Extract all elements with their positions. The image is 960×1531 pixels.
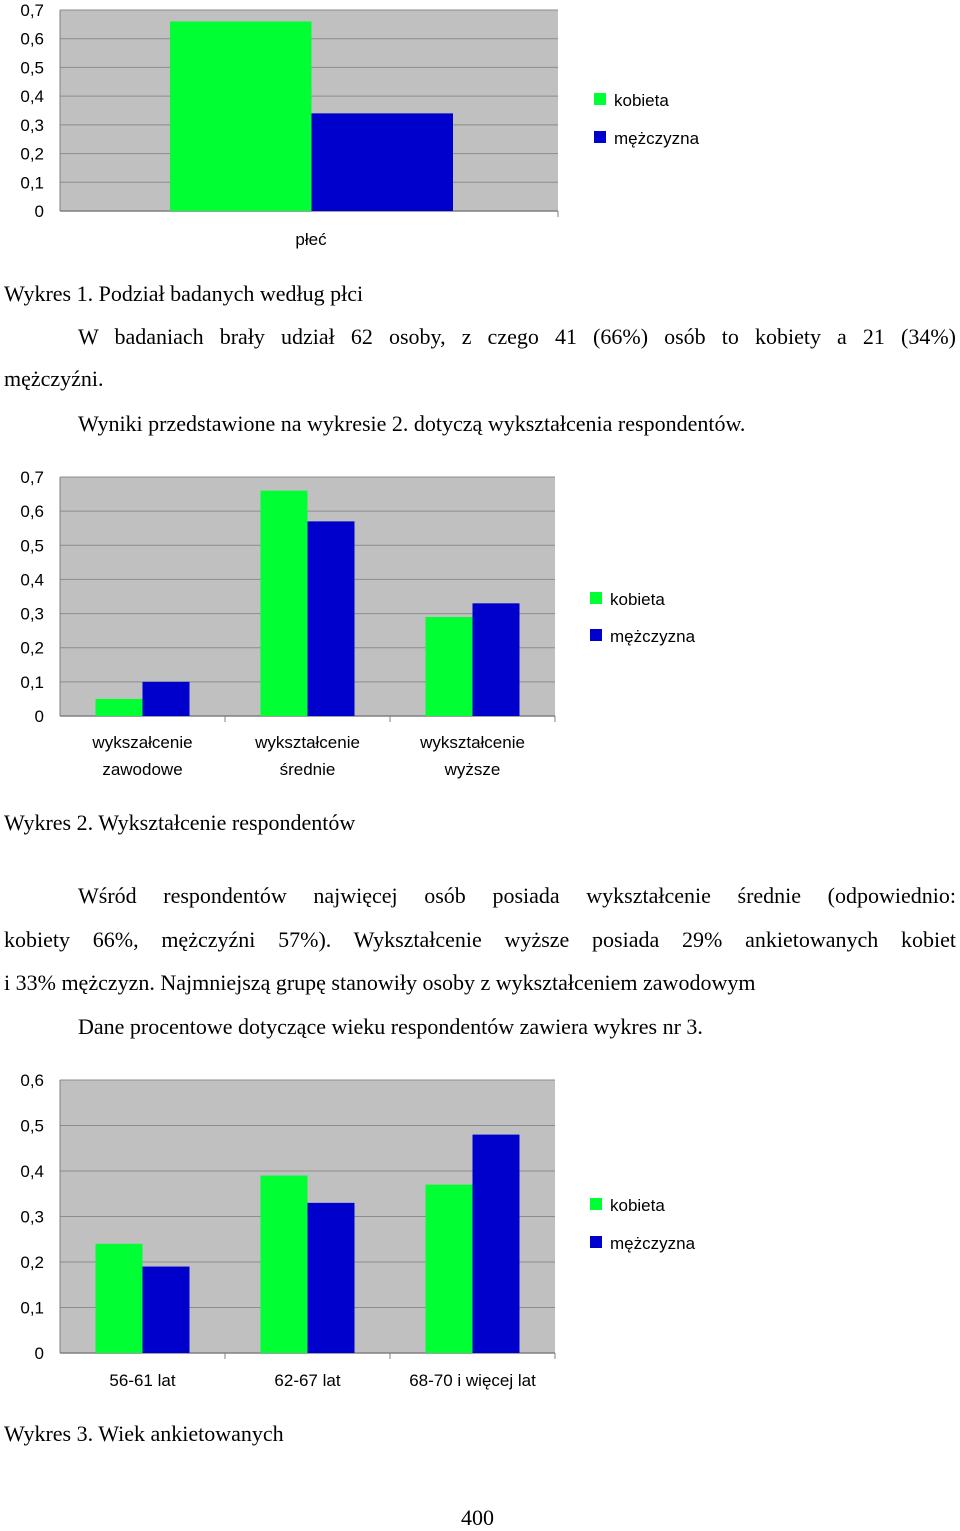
y-tick-label: 0 <box>35 202 44 221</box>
y-tick-label: 0,5 <box>20 536 44 555</box>
legend-label: mężczyzna <box>610 627 696 646</box>
bar-mezczyzna <box>311 113 453 211</box>
paragraph-2: Wyniki przedstawione na wykresie 2. doty… <box>78 411 746 436</box>
x-tick-label: wykształcenie <box>254 733 360 752</box>
paragraph-1-line-2: mężczyźni. <box>4 366 104 391</box>
bar-mezczyzna <box>142 1266 190 1353</box>
bar-kobieta <box>425 1184 473 1353</box>
bar-mezczyzna <box>472 603 520 716</box>
y-tick-label: 0,5 <box>20 58 44 77</box>
x-tick-label: wykszałcenie <box>91 733 192 752</box>
chart-education: 0 0,1 0,2 0,3 0,4 0,5 0,6 0,7 wykszałcenie zawodo… <box>20 468 696 779</box>
bar-mezczyzna <box>307 1202 355 1353</box>
legend-swatch-kobieta <box>594 93 606 105</box>
y-tick-label: 0,6 <box>20 502 44 521</box>
y-tick-label: 0 <box>35 707 44 726</box>
x-tick-label: średnie <box>280 760 336 779</box>
bar-kobieta <box>95 1243 143 1353</box>
legend-swatch-mezczyzna <box>590 629 602 641</box>
y-tick-label: 0,3 <box>20 605 44 624</box>
bar-mezczyzna <box>142 681 190 716</box>
x-tick-label: 62-67 lat <box>274 1371 340 1390</box>
legend-label: kobieta <box>614 91 669 110</box>
y-tick-label: 0,1 <box>20 1299 44 1318</box>
y-tick-label: 0,7 <box>20 468 44 487</box>
legend-label: mężczyzna <box>610 1234 696 1253</box>
y-tick-label: 0,5 <box>20 1117 44 1136</box>
legend-swatch-kobieta <box>590 592 602 604</box>
y-tick-label: 0,3 <box>20 1208 44 1227</box>
x-tick-label: 68-70 i więcej lat <box>409 1371 536 1390</box>
caption-chart-3: Wykres 3. Wiek ankietowanych <box>4 1421 284 1446</box>
x-tick-label: wykształcenie <box>419 733 525 752</box>
legend-label: mężczyzna <box>614 129 700 148</box>
bar-mezczyzna <box>307 521 355 716</box>
caption-chart-1: Wykres 1. Podział badanych według płci <box>4 281 364 306</box>
y-tick-label: 0,1 <box>20 173 44 192</box>
y-tick-label: 0 <box>35 1344 44 1363</box>
caption-chart-2: Wykres 2. Wykształcenie respondentów <box>4 810 356 835</box>
y-tick-label: 0,2 <box>20 145 44 164</box>
y-tick-label: 0,1 <box>20 673 44 692</box>
y-tick-label: 0,6 <box>20 1071 44 1090</box>
bar-mezczyzna <box>472 1134 520 1353</box>
paragraph-3-line-1: Wśród respondentów najwięcej osób posiad… <box>78 883 956 908</box>
legend-swatch-mezczyzna <box>594 131 606 143</box>
y-tick-label: 0,2 <box>20 1253 44 1272</box>
bar-kobieta <box>95 698 143 716</box>
chart-gender: 0 0,1 0,2 0,3 0,4 0,5 0,6 0,7 płeć kobieta mężczyz… <box>20 1 700 249</box>
paragraph-3-line-2: kobiety 66%, mężczyźni 57%). Wykształcen… <box>4 927 956 952</box>
y-tick-label: 0,6 <box>20 30 44 49</box>
legend-label: kobieta <box>610 1196 665 1215</box>
legend-swatch-mezczyzna <box>590 1236 602 1248</box>
page-number: 400 <box>461 1505 494 1530</box>
bar-kobieta <box>170 21 312 211</box>
legend-swatch-kobieta <box>590 1198 602 1210</box>
paragraph-3-line-3: i 33% mężczyzn. Najmniejszą grupę stanow… <box>4 970 756 995</box>
x-tick-label: płeć <box>295 230 327 249</box>
x-tick-label: zawodowe <box>102 760 182 779</box>
bar-kobieta <box>425 616 473 716</box>
y-tick-label: 0,4 <box>20 570 44 589</box>
bar-kobieta <box>260 1175 308 1353</box>
y-tick-label: 0,4 <box>20 87 44 106</box>
y-tick-label: 0,3 <box>20 116 44 135</box>
y-tick-label: 0,2 <box>20 639 44 658</box>
bar-kobieta <box>260 490 308 716</box>
y-tick-label: 0,7 <box>20 1 44 20</box>
paragraph-1-line-1: W badaniach brały udział 62 osoby, z cze… <box>78 324 956 349</box>
chart-age: 0 0,1 0,2 0,3 0,4 0,5 0,6 56-61 lat 62-67 lat 68-… <box>20 1071 696 1390</box>
paragraph-4: Dane procentowe dotyczące wieku responde… <box>78 1014 703 1039</box>
x-tick-label: wyższe <box>444 760 501 779</box>
y-tick-label: 0,4 <box>20 1162 44 1181</box>
x-tick-label: 56-61 lat <box>109 1371 175 1390</box>
legend-label: kobieta <box>610 590 665 609</box>
